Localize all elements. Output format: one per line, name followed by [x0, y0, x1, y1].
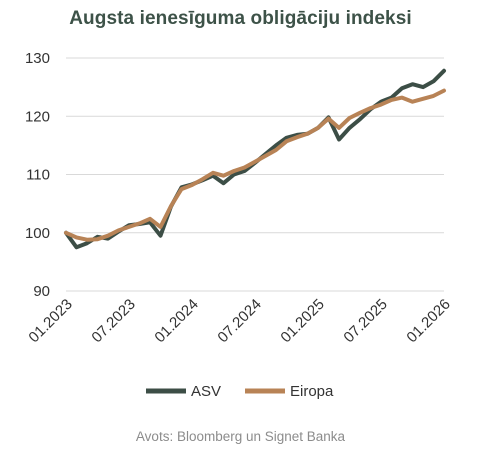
y-tick-labels: 90 100 110 120 130 [25, 50, 50, 300]
series-lines [64, 68, 446, 250]
x-tick-label: 01.2026 [403, 296, 453, 346]
series-line-eiropa [64, 88, 446, 242]
gridlines [66, 57, 444, 292]
source-note: Avots: Bloomberg un Signet Banka [135, 429, 346, 444]
legend-label-asv: ASV [191, 383, 221, 400]
y-tick-label: 100 [25, 225, 50, 242]
x-tick-label: 01.2024 [151, 296, 201, 346]
y-tick-label: 110 [26, 167, 50, 184]
series-line-asv [64, 68, 446, 250]
x-tick-label: 07.2024 [214, 296, 264, 346]
legend-label-eiropa: Eiropa [290, 383, 334, 400]
y-tick-label: 120 [25, 108, 50, 125]
x-tick-label: 01.2025 [277, 296, 327, 346]
x-tick-label: 01.2023 [25, 296, 75, 346]
x-tick-labels: 01.2023 07.2023 01.2024 07.2024 01.2025 07.20… [25, 296, 453, 346]
legend: ASV Eiropa [146, 383, 334, 400]
x-tick-label: 07.2023 [88, 296, 138, 346]
x-tick-label: 07.2025 [340, 296, 390, 346]
chart-title: Augsta ienesīguma obligāciju indeksi [69, 8, 412, 29]
y-tick-label: 90 [33, 283, 50, 300]
y-tick-label: 130 [25, 50, 50, 67]
